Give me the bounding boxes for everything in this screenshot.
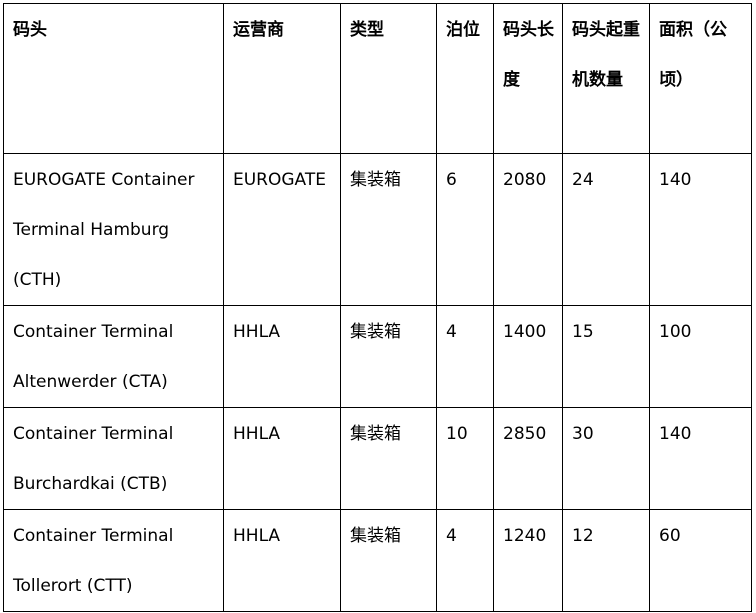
table-row: Container Terminal Burchardkai (CTB) HHLA…: [3, 407, 752, 510]
table-row: Container Terminal Tollerort (CTT) HHLA 集装…: [3, 509, 752, 612]
cell-type: 集装箱: [340, 305, 437, 408]
header-area: 面积（公顷）: [649, 3, 752, 154]
cell-area: 100: [649, 305, 752, 408]
header-cranes: 码头起重机数量: [562, 3, 650, 154]
cell-berths: 10: [436, 407, 494, 510]
cell-type: 集装箱: [340, 509, 437, 612]
cell-area: 140: [649, 407, 752, 510]
cell-berths: 4: [436, 509, 494, 612]
cell-length: 1400: [493, 305, 563, 408]
cell-berths: 6: [436, 153, 494, 306]
cell-length: 2850: [493, 407, 563, 510]
cell-cranes: 15: [562, 305, 650, 408]
cell-area: 140: [649, 153, 752, 306]
table-row: Container Terminal Altenwerder (CTA) HHLA…: [3, 305, 752, 408]
cell-type: 集装箱: [340, 407, 437, 510]
terminals-table: 码头 运营商 类型 泊位 码头长度 码头起重机数量 面积（公顷） EUROGAT…: [3, 3, 752, 612]
header-length: 码头长度: [493, 3, 563, 154]
cell-cranes: 12: [562, 509, 650, 612]
header-berths: 泊位: [436, 3, 494, 154]
header-type: 类型: [340, 3, 437, 154]
cell-terminal: Container Terminal Burchardkai (CTB): [3, 407, 224, 510]
table-row: EUROGATE Container Terminal Hamburg (CTH…: [3, 153, 752, 306]
cell-terminal: Container Terminal Altenwerder (CTA): [3, 305, 224, 408]
cell-berths: 4: [436, 305, 494, 408]
cell-length: 1240: [493, 509, 563, 612]
cell-cranes: 30: [562, 407, 650, 510]
header-operator: 运营商: [223, 3, 341, 154]
cell-operator: EUROGATE: [223, 153, 341, 306]
cell-operator: HHLA: [223, 407, 341, 510]
cell-terminal: EUROGATE Container Terminal Hamburg (CTH…: [3, 153, 224, 306]
header-row: 码头 运营商 类型 泊位 码头长度 码头起重机数量 面积（公顷）: [3, 3, 752, 154]
cell-type: 集装箱: [340, 153, 437, 306]
cell-cranes: 24: [562, 153, 650, 306]
cell-operator: HHLA: [223, 305, 341, 408]
cell-terminal: Container Terminal Tollerort (CTT): [3, 509, 224, 612]
cell-length: 2080: [493, 153, 563, 306]
cell-operator: HHLA: [223, 509, 341, 612]
cell-area: 60: [649, 509, 752, 612]
header-terminal: 码头: [3, 3, 224, 154]
